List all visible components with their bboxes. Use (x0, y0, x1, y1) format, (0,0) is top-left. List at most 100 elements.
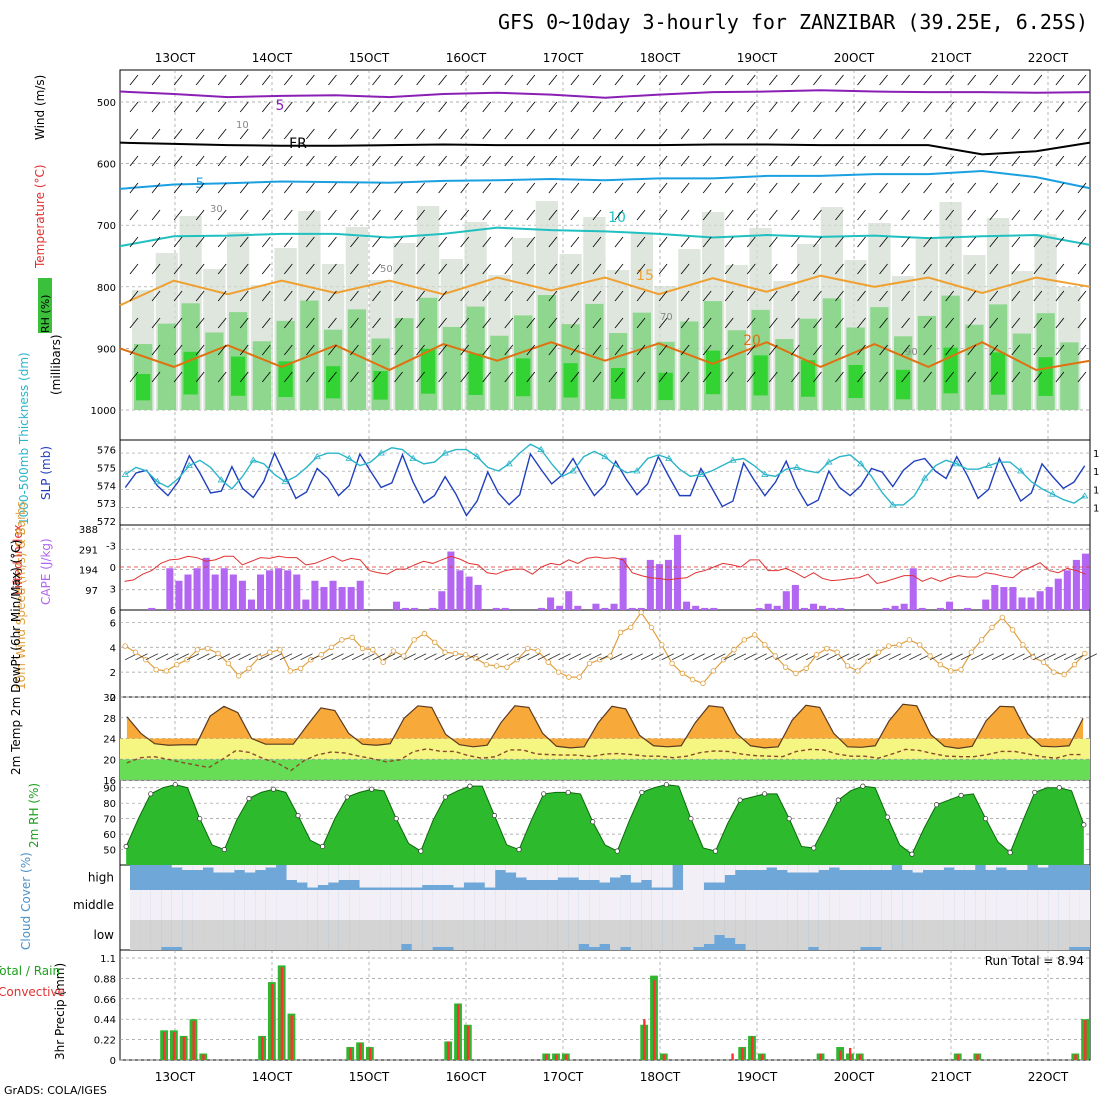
date-tick-label: 15OCT (349, 51, 390, 65)
wind-barb (680, 74, 690, 86)
wind-barb (901, 74, 910, 86)
cloud-cell (735, 865, 746, 870)
cloud-cell (912, 920, 924, 950)
wind-barb (570, 101, 580, 113)
wind-speed-point (679, 670, 686, 677)
wind-barb (129, 317, 139, 329)
wind-barb (306, 155, 315, 167)
wind-barb (438, 263, 447, 275)
y-tick-label: 1010 (1093, 503, 1100, 514)
wind-barb (460, 74, 469, 86)
wind-barb (217, 263, 227, 275)
wind-barb (261, 209, 271, 221)
wind-barb (945, 182, 954, 194)
wind-barb (857, 155, 866, 167)
upper-legend: (millibars) Wind (m/s) Temperature (°C) RH … (33, 75, 63, 395)
wind-barb (791, 344, 800, 356)
wind-barb (504, 182, 514, 194)
wind-barb (879, 317, 888, 329)
wind-barb (217, 371, 227, 383)
cape-bar (148, 607, 156, 610)
cloud-cell (651, 890, 663, 920)
wind-speed-point (370, 647, 376, 653)
wind-barb (328, 74, 337, 86)
cloud-cell (453, 865, 464, 888)
date-tick-label: 20OCT (834, 1070, 875, 1084)
wind-barb (769, 209, 778, 221)
wind-speed-point (803, 665, 809, 672)
wind-barb (362, 653, 375, 661)
cloud-cell (714, 865, 725, 883)
wind-barb (791, 209, 800, 221)
data-point (441, 449, 449, 456)
wind-barb (923, 371, 932, 383)
wind-barb (813, 317, 822, 329)
wind-barb (746, 182, 756, 194)
cloud-cell (923, 890, 934, 920)
wind-barb (658, 101, 668, 113)
wind-barb (658, 74, 668, 86)
wind-barb (217, 317, 227, 329)
precip-convective-bar (359, 1043, 362, 1060)
wind-barb (682, 653, 695, 661)
date-tick-label: 17OCT (543, 51, 584, 65)
wind-barb (350, 182, 359, 194)
wind-barb (504, 236, 514, 248)
upper-wind-barbs (129, 74, 1087, 383)
wind-barb (1077, 209, 1087, 221)
cloud-cell (662, 920, 673, 950)
cloud-cell (203, 890, 214, 920)
precip-convective-bar (760, 1054, 764, 1060)
cloud-cell (495, 920, 506, 950)
cloud-cell (797, 890, 809, 920)
cape-bar (628, 607, 636, 610)
wind-barb (504, 128, 514, 140)
rh-point (884, 814, 890, 820)
y-tick-label: 0 (110, 1056, 116, 1067)
wind-barb (284, 290, 293, 302)
data-point (601, 452, 609, 460)
rh-band-70 (252, 341, 271, 410)
wind-barb (879, 371, 888, 383)
wind-speed-point (153, 666, 159, 673)
wind-barb (901, 128, 910, 140)
wind-barb (945, 74, 954, 86)
cloud-cell (182, 890, 193, 920)
wind-barb (1077, 290, 1087, 302)
wind-barb (482, 371, 492, 383)
cloud-cell (1058, 920, 1070, 950)
cloud-cell (443, 920, 454, 947)
date-tick-label: 16OCT (446, 51, 487, 65)
cloud-cell (390, 865, 402, 888)
wind-barb (620, 653, 633, 661)
cloud-cell (630, 920, 642, 950)
wind-barb (129, 209, 139, 221)
cloud-cell (599, 890, 610, 920)
wind-barb (350, 317, 359, 329)
wind-speed-point (886, 643, 892, 649)
data-point (1048, 490, 1057, 497)
cloud-cell (756, 865, 767, 870)
wind-barb (328, 209, 337, 221)
wind-barb (482, 128, 492, 140)
wind-barb (614, 128, 624, 140)
cloud-cell (213, 890, 224, 920)
wind-barb (971, 653, 984, 661)
wind-speed-point (989, 624, 995, 631)
wind-barb (837, 653, 850, 661)
wind-barb (940, 653, 953, 661)
precip-convective-bar (1084, 1020, 1087, 1060)
wind-barb (1077, 236, 1087, 248)
wind-barb (680, 128, 690, 140)
cloud-cell (495, 865, 506, 870)
wind-speed-point (607, 653, 613, 659)
wind-barb (857, 371, 866, 383)
legend-temperature: Temperature (°C) (33, 164, 47, 269)
wind-speed-point (452, 650, 459, 657)
cape-bar (909, 568, 917, 610)
wind-barb (570, 236, 580, 248)
wind-barb (328, 371, 337, 383)
cloud-cell (797, 865, 809, 873)
wind-barb (636, 209, 646, 221)
